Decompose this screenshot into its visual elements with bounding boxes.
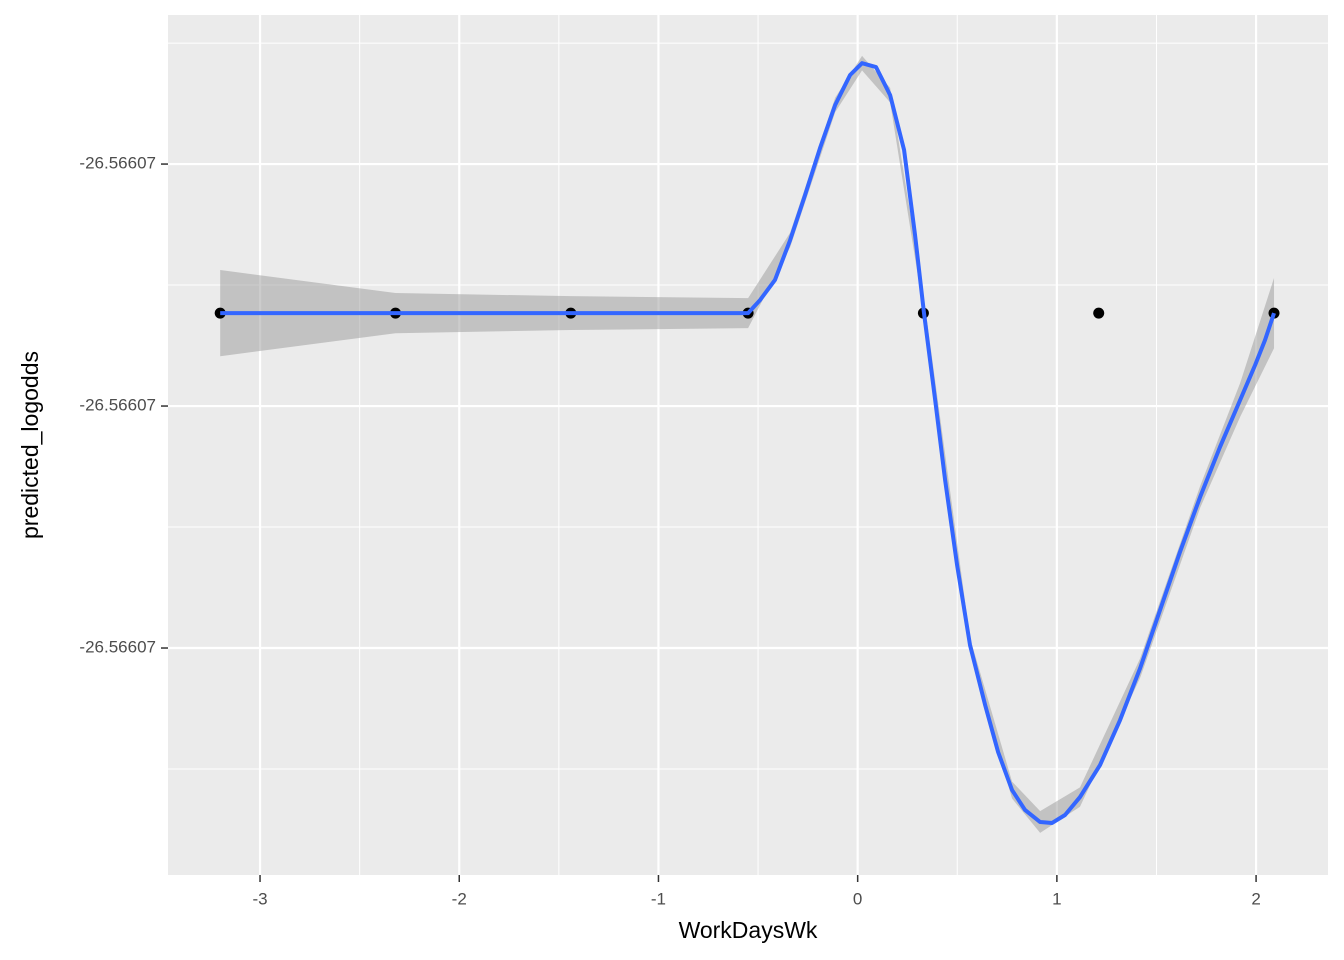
x-tick-label: 0 xyxy=(853,889,862,908)
y-axis-title: predicted_logodds xyxy=(17,351,43,539)
y-tick-label: -26.56607 xyxy=(79,396,156,415)
x-axis-title: WorkDaysWk xyxy=(679,917,818,943)
point xyxy=(1093,307,1105,319)
panel xyxy=(168,15,1328,875)
y-tick-label: -26.56607 xyxy=(79,638,156,657)
smooth-line xyxy=(220,61,1276,825)
x-tick-label: -1 xyxy=(651,889,666,908)
y-tick-label: -26.56607 xyxy=(79,154,156,173)
x-tick-label: -3 xyxy=(252,889,267,908)
x-tick-label: 2 xyxy=(1251,889,1260,908)
x-tick-label: 1 xyxy=(1052,889,1061,908)
x-tick-label: -2 xyxy=(452,889,467,908)
